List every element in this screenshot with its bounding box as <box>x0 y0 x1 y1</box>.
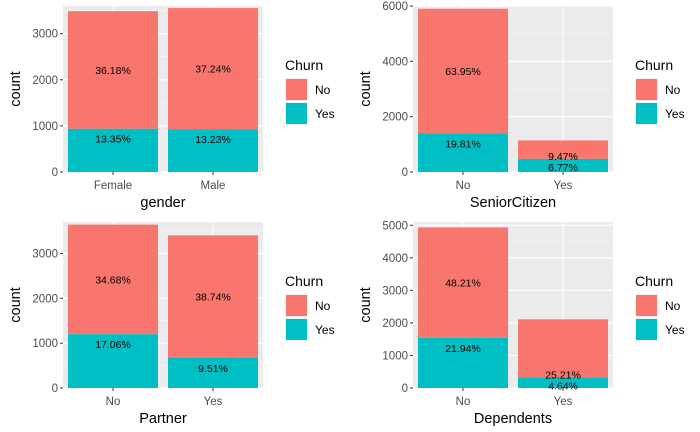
y-tick-label: 4000 <box>382 253 408 265</box>
data-label-no: 9.47% <box>548 151 578 163</box>
data-label-yes: 21.94% <box>445 343 481 355</box>
x-tick-label: Yes <box>554 180 573 192</box>
bar-yes-yes <box>168 357 258 388</box>
legend: Churn No Yes <box>635 273 685 341</box>
data-label-yes: 17.06% <box>95 339 131 351</box>
legend-title: Churn <box>635 57 673 73</box>
bar-yes-male <box>168 129 258 172</box>
bar-no-yes <box>168 235 258 358</box>
bar-yes-no <box>418 133 508 172</box>
bar-yes-yes <box>518 158 608 172</box>
y-tick-label: 2000 <box>382 318 408 330</box>
y-tick-label: 1000 <box>382 350 408 362</box>
y-tick-label: 0 <box>52 383 58 395</box>
y-tick-label: 0 <box>402 167 408 179</box>
legend-label-yes: Yes <box>315 323 335 337</box>
data-label-yes: 19.81% <box>445 138 481 150</box>
y-tick-label: 3000 <box>32 29 58 41</box>
x-tick-label: Yes <box>204 396 223 408</box>
y-tick-label: 6000 <box>382 1 408 13</box>
legend-label-no: No <box>665 83 681 97</box>
chart-panel-seniorcitizen: 0 2000 4000 6000 63.95% 19.81% No 9.47%6.77% Yes… <box>358 1 685 211</box>
bar-no-no <box>418 227 508 338</box>
legend-swatch-no <box>286 295 307 316</box>
x-tick-label: No <box>456 396 471 408</box>
legend-label-no: No <box>665 299 681 313</box>
data-label-yes: 13.35% <box>95 134 131 146</box>
bar-no-no <box>68 224 158 335</box>
x-tick-label: Female <box>94 180 132 192</box>
legend-title: Churn <box>285 57 323 73</box>
legend-swatch-yes <box>286 319 307 340</box>
legend: Churn No Yes <box>635 57 685 125</box>
legend-label-no: No <box>315 83 331 97</box>
x-tick-label: No <box>456 180 471 192</box>
data-label-no: 25.21% <box>545 369 581 381</box>
legend-label-yes: Yes <box>665 323 685 337</box>
bar-no-yes <box>518 319 608 378</box>
legend-swatch-yes <box>636 319 657 340</box>
chart-panel-gender: 0 1000 2000 3000 36.18% 13.35% Female 37.24% 13.… <box>8 6 335 211</box>
data-label-no: 36.18% <box>95 65 131 77</box>
bar-yes-yes <box>518 377 608 388</box>
legend-swatch-yes <box>636 103 657 124</box>
data-label-no: 63.95% <box>445 66 481 78</box>
y-tick-label: 2000 <box>382 112 408 124</box>
y-tick-label: 0 <box>402 383 408 395</box>
x-axis-title: Dependents <box>474 411 552 427</box>
y-axis-title: count <box>358 287 374 322</box>
legend-swatch-no <box>636 79 657 100</box>
legend: Churn No Yes <box>285 273 335 341</box>
x-axis-title: gender <box>140 195 185 211</box>
data-label-no: 38.74% <box>195 292 231 304</box>
legend-swatch-no <box>286 79 307 100</box>
y-tick-label: 2000 <box>32 293 58 305</box>
data-label-yes: 9.51% <box>198 363 228 375</box>
x-axis-title: SeniorCitizen <box>470 195 556 211</box>
y-tick-label: 1000 <box>32 121 58 133</box>
legend-title: Churn <box>285 273 323 289</box>
x-tick-label: No <box>106 396 121 408</box>
bar-no-male <box>168 8 258 130</box>
chart-panel-dependents: 0 1000 2000 3000 4000 5000 48.21% 21.94% No 25.21… <box>358 220 685 427</box>
y-tick-label: 4000 <box>382 56 408 68</box>
x-tick-label: Yes <box>554 396 573 408</box>
y-axis-title: count <box>8 71 24 106</box>
bar-yes-female <box>68 128 158 172</box>
bar-yes-no <box>418 337 508 388</box>
y-tick-label: 1000 <box>32 338 58 350</box>
legend-title: Churn <box>635 273 673 289</box>
bar-no-no <box>418 8 508 134</box>
y-axis-title: count <box>8 287 24 322</box>
legend-label-yes: Yes <box>315 107 335 121</box>
legend: Churn No Yes <box>285 57 335 125</box>
data-label-no: 37.24% <box>195 64 231 76</box>
x-tick-label: Male <box>201 180 226 192</box>
y-tick-label: 2000 <box>32 75 58 87</box>
y-tick-label: 5000 <box>382 220 408 232</box>
data-label-yes: 4.64% <box>548 380 578 392</box>
bar-no-female <box>68 11 158 129</box>
y-tick-label: 3000 <box>32 248 58 260</box>
data-label-no: 48.21% <box>445 278 481 290</box>
legend-swatch-no <box>636 295 657 316</box>
y-axis-title: count <box>358 71 374 106</box>
y-tick-label: 3000 <box>382 285 408 297</box>
x-axis-title: Partner <box>139 411 187 427</box>
chart-panel-partner: 0 1000 2000 3000 34.68% 17.06% No 38.74% 9.51% Ye… <box>8 222 335 427</box>
data-label-yes: 6.77% <box>548 162 578 174</box>
y-tick-label: 0 <box>52 167 58 179</box>
data-label-no: 34.68% <box>95 274 131 286</box>
data-label-yes: 13.23% <box>195 134 231 146</box>
bar-yes-no <box>68 334 158 388</box>
legend-label-yes: Yes <box>665 107 685 121</box>
legend-swatch-yes <box>286 103 307 124</box>
bar-no-yes <box>518 140 608 159</box>
legend-label-no: No <box>315 299 331 313</box>
